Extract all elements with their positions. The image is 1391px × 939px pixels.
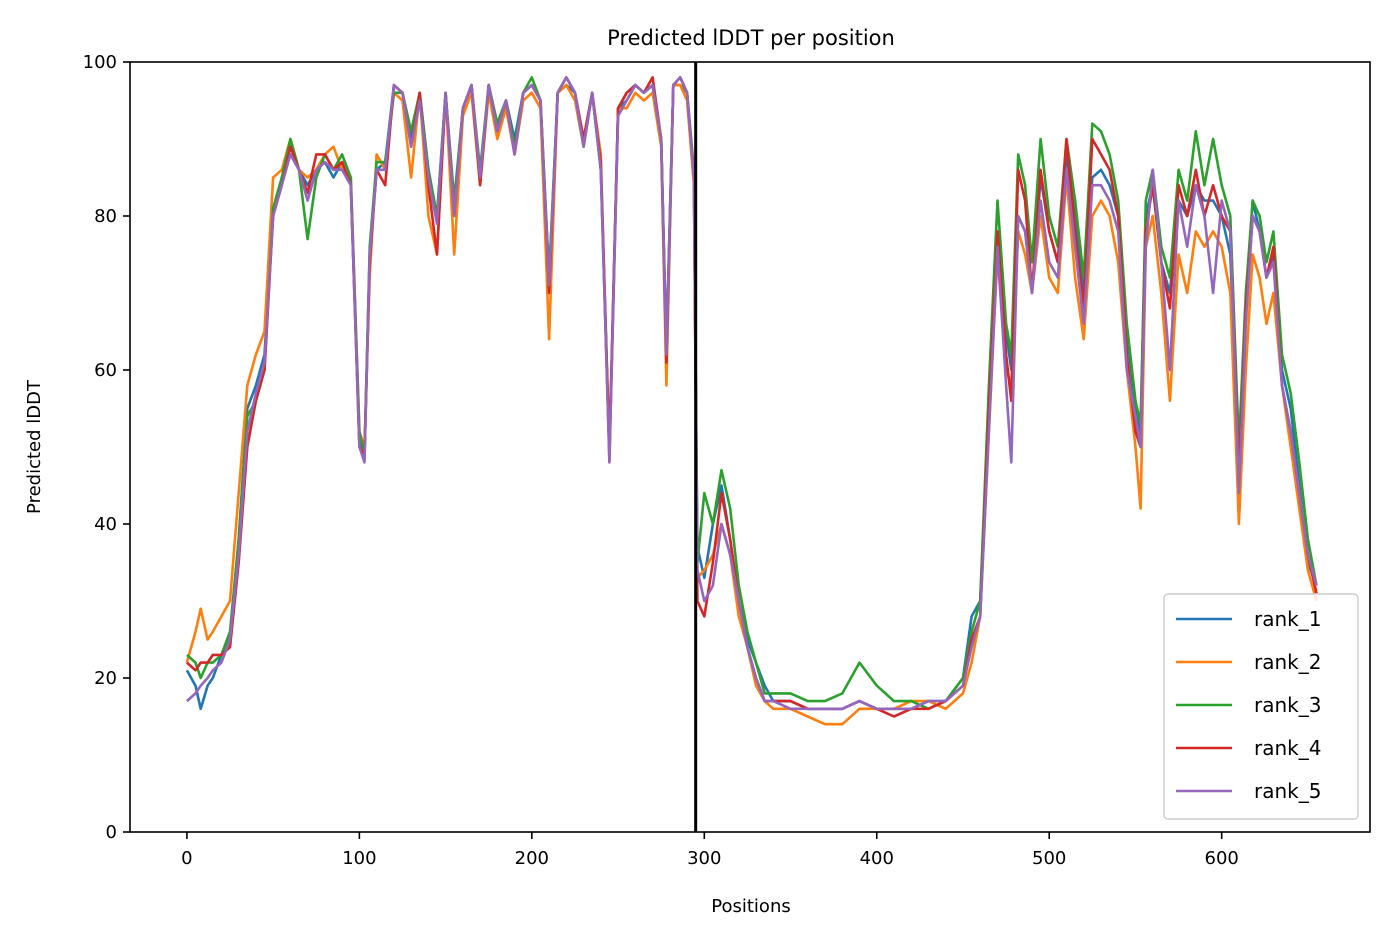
y-tick-label: 80	[94, 206, 117, 227]
x-tick-label: 500	[1032, 848, 1066, 869]
plot-area	[129, 61, 1371, 833]
series-line-rank-5	[186, 76, 1318, 711]
y-tick-label: 20	[94, 668, 117, 689]
chart-title: Predicted lDDT per position	[607, 26, 895, 50]
legend-label-rank-5: rank_5	[1254, 779, 1321, 803]
series-line-rank-2	[185, 83, 1318, 726]
legend-box	[1163, 593, 1359, 820]
x-tick-label: 400	[860, 848, 894, 869]
legend-label-rank-3: rank_3	[1254, 693, 1321, 717]
y-tick-label: 0	[106, 822, 117, 843]
legend-label-rank-2: rank_2	[1254, 650, 1321, 674]
y-axis: 0 20 40 60 80 100	[83, 52, 130, 843]
y-tick-label: 60	[94, 360, 117, 381]
series-line-rank-1	[185, 83, 1318, 711]
legend-label-rank-4: rank_4	[1254, 736, 1321, 760]
y-axis-label: Predicted lDDT	[24, 379, 45, 514]
legend: rank_1 rank_2 rank_3 rank_4 rank_5	[1163, 593, 1359, 820]
x-tick-label: 0	[181, 848, 192, 869]
y-tick-label: 100	[83, 52, 117, 73]
series-line-rank-4	[186, 76, 1318, 718]
x-tick-label: 100	[342, 848, 376, 869]
series-lines	[185, 76, 1318, 726]
x-axis-label: Positions	[711, 896, 790, 917]
x-axis: 0 100 200 300 400 500 600	[181, 832, 1239, 869]
plot-frame	[129, 61, 1371, 833]
x-tick-label: 300	[687, 848, 721, 869]
y-tick-label: 40	[94, 514, 117, 535]
x-tick-label: 200	[515, 848, 549, 869]
legend-label-rank-1: rank_1	[1254, 607, 1321, 631]
x-tick-label: 600	[1205, 848, 1239, 869]
